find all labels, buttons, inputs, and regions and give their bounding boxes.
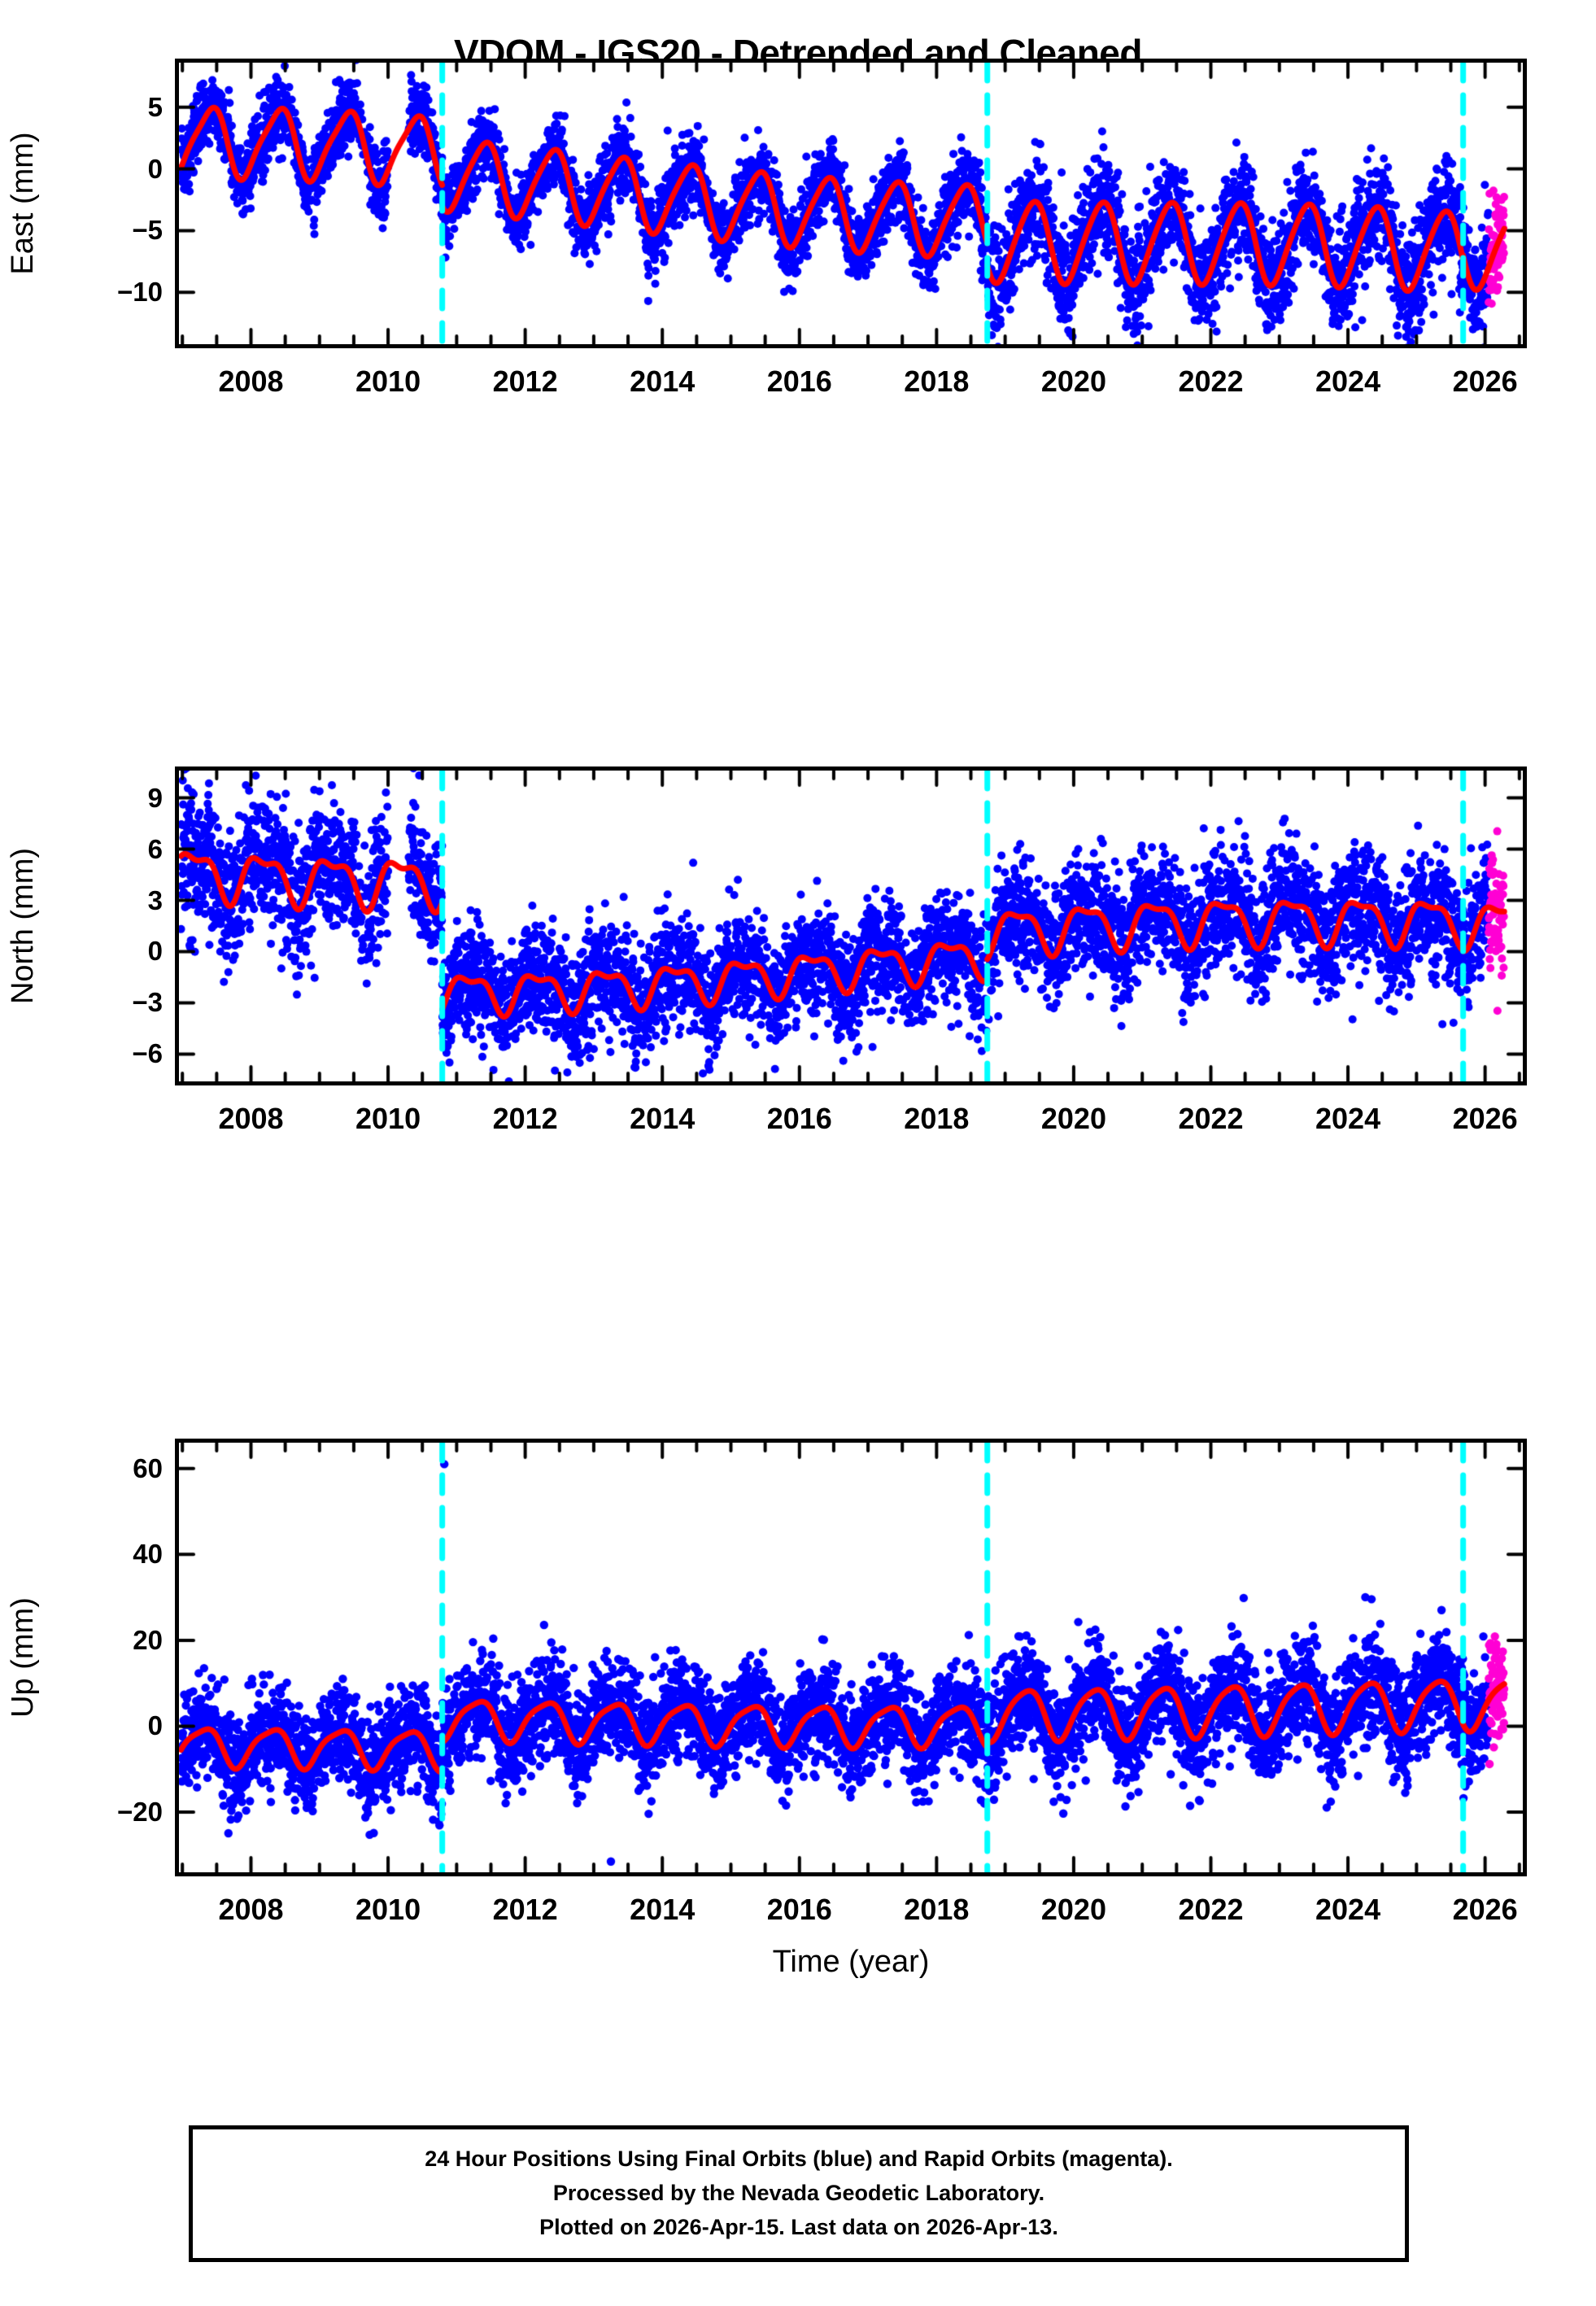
- panel-up-plot-area[interactable]: [179, 1443, 1523, 1872]
- xtick-label-east: 2016: [766, 365, 832, 398]
- ytick-label-north: 6: [147, 833, 163, 864]
- xtick-label-up: 2022: [1178, 1893, 1244, 1926]
- xtick-label-east: 2012: [492, 365, 558, 398]
- ytick-label-east: 5: [147, 91, 163, 122]
- caption-line-1: 24 Hour Positions Using Final Orbits (bl…: [425, 2147, 1173, 2172]
- panel-north-plot-area[interactable]: [179, 771, 1523, 1081]
- xtick-label-east: 2014: [630, 365, 696, 398]
- xtick-label-up: 2016: [766, 1893, 832, 1926]
- ytick-label-east: −10: [117, 277, 163, 308]
- ytick-label-up: −20: [117, 1797, 163, 1828]
- xtick-label-east: 2018: [904, 365, 970, 398]
- xtick-label-north: 2026: [1452, 1102, 1518, 1135]
- xtick-label-east: 2010: [355, 365, 421, 398]
- xtick-label-up: 2018: [904, 1893, 970, 1926]
- xtick-label-north: 2008: [218, 1102, 284, 1135]
- xtick-label-north: 2016: [766, 1102, 832, 1135]
- xtick-label-up: 2010: [355, 1893, 421, 1926]
- ytick-label-north: 0: [147, 936, 163, 967]
- xtick-label-north: 2010: [355, 1102, 421, 1135]
- xtick-label-up: 2024: [1315, 1893, 1381, 1926]
- ytick-label-east: 0: [147, 153, 163, 184]
- panel-east-plot-area[interactable]: [179, 63, 1523, 344]
- ytick-label-up: 0: [147, 1710, 163, 1741]
- xtick-label-up: 2020: [1040, 1893, 1106, 1926]
- xtick-label-east: 2008: [218, 365, 284, 398]
- ytick-label-up: 40: [133, 1539, 163, 1570]
- xtick-label-north: 2018: [904, 1102, 970, 1135]
- xtick-label-east: 2024: [1315, 365, 1381, 398]
- ytick-label-east: −5: [132, 215, 163, 246]
- ytick-label-up: 60: [133, 1452, 163, 1483]
- xtick-label-north: 2014: [630, 1102, 696, 1135]
- ytick-label-north: −6: [132, 1038, 163, 1069]
- xtick-label-north: 2022: [1178, 1102, 1244, 1135]
- ytick-label-up: 20: [133, 1624, 163, 1655]
- axis-title-time: Time (year): [772, 1945, 930, 1979]
- xtick-label-up: 2014: [630, 1893, 696, 1926]
- xtick-label-east: 2020: [1040, 365, 1106, 398]
- xtick-label-up: 2008: [218, 1893, 284, 1926]
- xtick-label-up: 2012: [492, 1893, 558, 1926]
- xtick-label-north: 2012: [492, 1102, 558, 1135]
- axis-title-north: North (mm): [6, 847, 40, 1005]
- axis-title-east: East (mm): [6, 132, 40, 275]
- xtick-label-north: 2020: [1040, 1102, 1106, 1135]
- ytick-label-north: −3: [132, 987, 163, 1018]
- xtick-label-north: 2024: [1315, 1102, 1381, 1135]
- caption-box: 24 Hour Positions Using Final Orbits (bl…: [189, 2125, 1409, 2262]
- caption-line-3: Plotted on 2026-Apr-15. Last data on 202…: [539, 2214, 1058, 2239]
- xtick-label-up: 2026: [1452, 1893, 1518, 1926]
- caption-line-2: Processed by the Nevada Geodetic Laborat…: [552, 2181, 1045, 2206]
- xtick-label-east: 2022: [1178, 365, 1244, 398]
- axis-title-up: Up (mm): [6, 1597, 40, 1718]
- ytick-label-north: 9: [147, 782, 163, 813]
- ytick-label-north: 3: [147, 884, 163, 915]
- xtick-label-east: 2026: [1452, 365, 1518, 398]
